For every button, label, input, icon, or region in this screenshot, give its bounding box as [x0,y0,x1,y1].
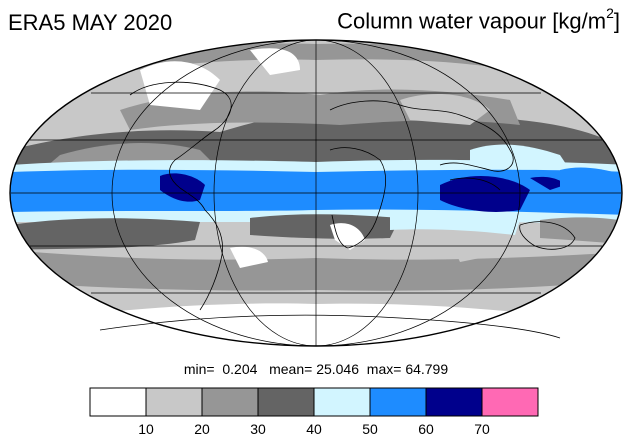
colorbar-swatch [369,387,427,417]
min-value: 0.204 [222,361,258,377]
colorbar-tick-label: 10 [138,421,154,437]
colorbar-tick-label: 60 [418,421,434,437]
unit-close: ] [613,8,620,34]
colorbar-tick-label: 30 [250,421,266,437]
colorbar-tick-label: 40 [306,421,322,437]
max-value: 64.799 [405,361,449,377]
colorbar-swatch [145,387,203,417]
min-label: min= [183,361,215,377]
unit-superscript: 2 [606,5,614,21]
mean-label: mean= [269,361,313,377]
mean-value: 25.046 [316,361,360,377]
max-label: max= [366,361,402,377]
variable-title: Column water vapour [kg/m2] [337,5,620,34]
world-map [9,39,623,347]
coastlines [99,81,576,339]
colorbar: 10 20 30 40 50 60 70 [89,387,539,437]
colorbar-tick-label: 20 [194,421,210,437]
colorbar-swatch [89,387,147,417]
statistics-line: min= 0.204 mean= 25.046 max= 64.799 [0,361,632,377]
colorbar-swatch [425,387,483,417]
colorbar-swatch [481,387,539,417]
globe-outline [9,39,623,347]
colorbar-swatch [201,387,259,417]
title: ERA5 MAY 2020 [8,10,173,35]
colorbar-tick-label: 50 [362,421,378,437]
colorbar-swatch [257,387,315,417]
variable-label: Column water vapour [kg/m [337,8,607,34]
colorbar-swatch [313,387,371,417]
colorbar-tick-label: 70 [474,421,490,437]
